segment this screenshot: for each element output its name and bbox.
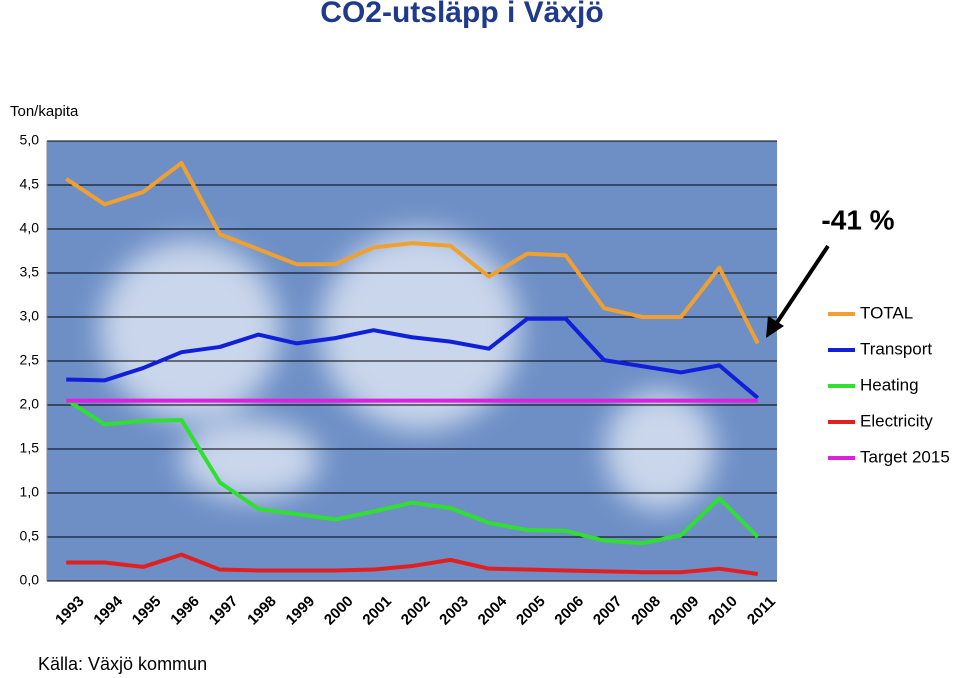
x-tick-label: 2010 <box>705 593 741 629</box>
x-tick-label: 1995 <box>129 593 165 629</box>
x-tick-label: 2005 <box>513 593 549 629</box>
annotation: -41 % <box>821 204 894 235</box>
y-tick-label: 4,0 <box>20 220 40 236</box>
x-tick-label: 2003 <box>436 593 472 629</box>
x-tick-label: 2009 <box>667 593 703 629</box>
x-tick-label: 2011 <box>744 593 779 628</box>
x-tick-label: 2007 <box>590 593 626 629</box>
arrow-head <box>766 316 784 338</box>
y-tick-label: 0,5 <box>20 528 40 544</box>
x-tick-label: 1997 <box>206 593 242 629</box>
x-tick-label: 2002 <box>398 593 434 629</box>
source: Källa: Växjö kommun <box>38 654 207 674</box>
legend-label: Heating <box>860 375 919 394</box>
legend-label: TOTAL <box>860 303 913 322</box>
y-tick-label: 3,5 <box>20 264 40 280</box>
chart-title: CO2-utsläpp i Växjö <box>320 0 603 29</box>
legend-label: Transport <box>860 339 932 358</box>
legend-label: Target 2015 <box>860 447 950 466</box>
x-tick-label: 2000 <box>321 593 357 629</box>
y-tick-label: 5,0 <box>20 132 40 148</box>
x-tick-label: 1999 <box>283 593 319 629</box>
y-tick-label: 2,5 <box>20 352 40 368</box>
line-series <box>66 316 760 400</box>
y-tick-label: 1,5 <box>20 440 40 456</box>
x-tick-label: 2004 <box>475 592 511 628</box>
y-tick-label: 1,0 <box>20 484 40 500</box>
x-tick-label: 1996 <box>167 593 203 629</box>
x-tick-label: 2008 <box>628 593 664 629</box>
y-axis-label: Ton/kapita <box>10 103 79 120</box>
line-series <box>65 161 760 345</box>
legend-label: Electricity <box>860 411 933 430</box>
x-tick-label: 2001 <box>359 593 395 629</box>
y-tick-label: 4,5 <box>20 176 40 192</box>
x-tick-label: 1998 <box>244 593 280 629</box>
annotation-arrow <box>770 244 830 332</box>
y-tick-label: 3,0 <box>20 308 40 324</box>
x-tick-label: 2006 <box>551 593 587 629</box>
x-tick-label: 1993 <box>52 593 88 629</box>
line-series <box>65 398 760 546</box>
x-tick-label: 1994 <box>90 592 126 628</box>
y-tick-label: 2,0 <box>20 396 40 412</box>
y-tick-label: 0,0 <box>20 572 40 588</box>
cloud-decoration <box>100 230 715 510</box>
line-series <box>66 552 759 576</box>
